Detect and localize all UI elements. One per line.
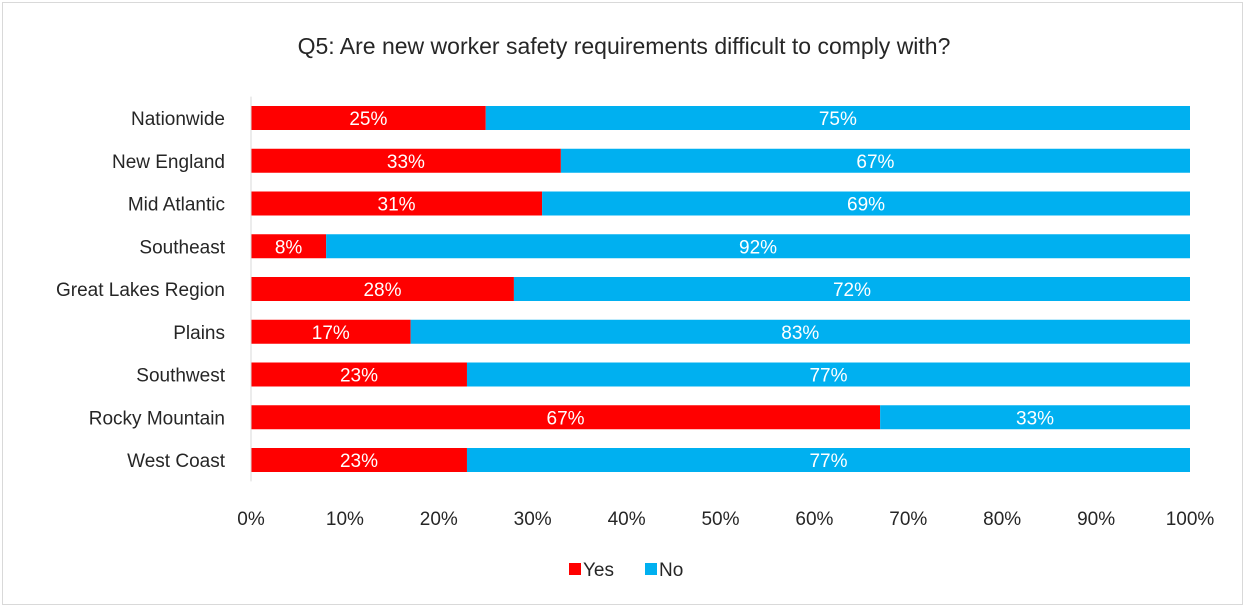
chart-svg: Q5: Are new worker safety requirements d… (56, 33, 1214, 581)
category-label: Southeast (139, 237, 225, 258)
bar-no (880, 405, 1190, 430)
bars: 25% 75% 33% 67% 31% 69% 8% 92% 28% 72% 17% 83% 23% 77… (251, 106, 1191, 472)
data-label: 23% (340, 451, 378, 472)
bar-no (560, 148, 1190, 173)
data-label: 77% (809, 451, 847, 472)
bar-yes (251, 448, 467, 472)
data-label: 23% (340, 366, 378, 387)
x-tick-label: 0% (237, 509, 265, 530)
data-label: 25% (349, 109, 387, 130)
x-tick-label: 90% (1077, 509, 1115, 530)
category-label: Rocky Mountain (89, 408, 225, 429)
x-tick-label: 30% (514, 509, 552, 530)
x-tick-label: 40% (608, 509, 646, 530)
data-label: 17% (312, 323, 350, 344)
x-tick-label: 20% (420, 509, 458, 530)
bar-no (466, 448, 1191, 472)
data-label: 69% (847, 195, 885, 216)
data-label: 28% (363, 280, 401, 301)
legend-label-yes: Yes (583, 560, 614, 581)
data-label: 33% (1016, 408, 1054, 429)
x-tick-label: 70% (889, 509, 927, 530)
category-label: Nationwide (131, 109, 225, 130)
data-label: 33% (387, 152, 425, 173)
category-label: Plains (173, 323, 225, 344)
bar-yes (251, 106, 486, 130)
bar-no (466, 362, 1191, 387)
bar-yes (251, 191, 543, 216)
bar-yes (251, 277, 514, 301)
x-tick-label: 10% (326, 509, 364, 530)
data-label: 77% (809, 366, 847, 387)
legend-swatch-no (645, 563, 657, 575)
bar-yes (251, 405, 881, 430)
x-tick-label: 60% (795, 509, 833, 530)
bar-no (485, 106, 1190, 130)
legend-swatch-yes (569, 563, 581, 575)
data-label: 8% (275, 237, 303, 258)
bar-no (542, 191, 1190, 216)
category-labels: Nationwide New England Mid Atlantic Southea… (56, 109, 226, 472)
data-label: 75% (819, 109, 857, 130)
x-tick-label: 50% (701, 509, 739, 530)
legend-label-no: No (659, 560, 683, 581)
bar-yes (251, 148, 561, 173)
bar-yes (251, 234, 327, 259)
category-label: Mid Atlantic (128, 195, 225, 216)
x-tick-labels: 0% 10% 20% 30% 40% 50% 60% 70% 80% 90% 100% (237, 509, 1214, 530)
data-label: 67% (547, 408, 585, 429)
data-label: 92% (739, 237, 777, 258)
chart-title: Q5: Are new worker safety requirements d… (298, 33, 951, 59)
category-label: Southwest (136, 366, 225, 387)
bar-yes (251, 362, 467, 387)
category-label: New England (112, 152, 225, 173)
data-label: 72% (833, 280, 871, 301)
x-tick-label: 80% (983, 509, 1021, 530)
data-label: 67% (856, 152, 894, 173)
x-tick-label: 100% (1166, 509, 1215, 530)
bar-yes (251, 319, 411, 344)
bar-no (410, 319, 1190, 344)
category-label: Great Lakes Region (56, 280, 225, 301)
bar-no (326, 234, 1190, 259)
data-label: 83% (781, 323, 819, 344)
legend: Yes No (569, 560, 683, 581)
bar-no (513, 277, 1190, 301)
category-label: West Coast (127, 451, 226, 472)
data-label: 31% (378, 195, 416, 216)
